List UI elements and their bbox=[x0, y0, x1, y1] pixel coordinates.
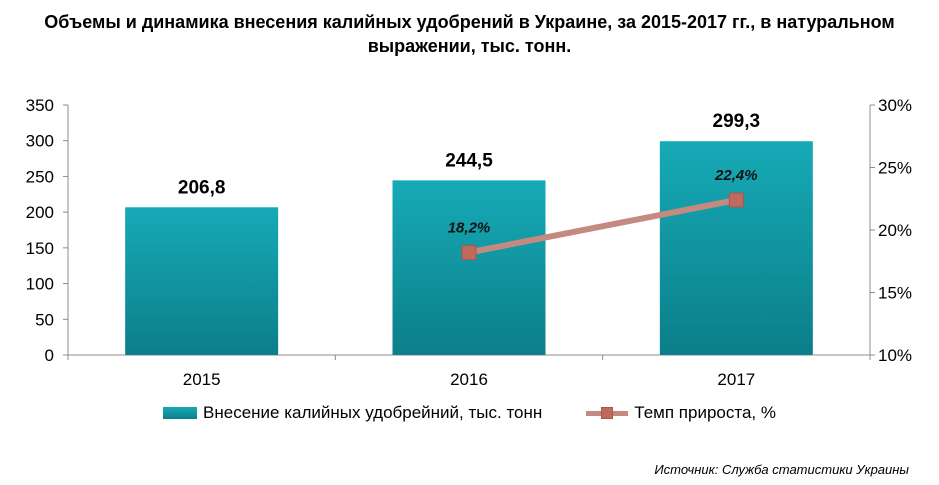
bar-2016 bbox=[392, 180, 546, 355]
y-right-tick-label: 30% bbox=[878, 96, 912, 115]
y-left-tick-label: 0 bbox=[45, 346, 54, 365]
x-tick-label: 2015 bbox=[183, 370, 221, 389]
y-right-tick-label: 10% bbox=[878, 346, 912, 365]
legend-line-label: Темп прироста, % bbox=[634, 403, 776, 422]
y-right-tick-label: 15% bbox=[878, 284, 912, 303]
x-tick-label: 2017 bbox=[717, 370, 755, 389]
bar-value-label: 244,5 bbox=[445, 150, 493, 171]
chart-title-line-2: выражении, тыс. тонн. bbox=[367, 36, 572, 56]
legend-item-bar: Внесение калийных удобрейний, тыс. тонн bbox=[163, 403, 542, 423]
bar-value-label: 299,3 bbox=[713, 111, 761, 132]
y-left-tick-label: 300 bbox=[26, 132, 54, 151]
growth-rate-marker bbox=[461, 245, 477, 260]
legend-bar-swatch bbox=[163, 407, 198, 419]
combo-chart: 0 50 100 150 200 250 300 350 10% 15% 20% 25% 30% 2015… bbox=[26, 96, 912, 389]
y-left-tick-label: 100 bbox=[26, 275, 54, 294]
bar-value-label: 206,8 bbox=[178, 177, 226, 198]
bar-2015 bbox=[125, 207, 279, 355]
y-left-tick-label: 150 bbox=[26, 239, 54, 258]
y-right-tick-label: 25% bbox=[878, 159, 912, 178]
chart-title: Объемы и динамика внесения калийных удоб… bbox=[0, 10, 939, 58]
source-note: Источник: Служба статистики Украины bbox=[654, 462, 909, 477]
growth-rate-label: 22,4% bbox=[714, 167, 758, 184]
x-tick-label: 2016 bbox=[450, 370, 488, 389]
y-left-tick-label: 350 bbox=[26, 96, 54, 115]
y-left-tick-label: 200 bbox=[26, 203, 54, 222]
bar-2017 bbox=[659, 141, 813, 355]
legend-line-swatch bbox=[586, 407, 629, 419]
y-left-tick-label: 250 bbox=[26, 167, 54, 186]
growth-rate-marker bbox=[728, 192, 744, 208]
growth-rate-label: 18,2% bbox=[448, 220, 491, 237]
chart-title-line-1: Объемы и динамика внесения калийных удоб… bbox=[44, 12, 895, 32]
y-right-tick-label: 20% bbox=[878, 221, 912, 240]
legend-bar-label: Внесение калийных удобрейний, тыс. тонн bbox=[203, 403, 543, 422]
legend-item-line: Темп прироста, % bbox=[586, 403, 776, 423]
growth-rate-line bbox=[468, 197, 737, 256]
chart-legend: Внесение калийных удобрейний, тыс. тонн … bbox=[0, 398, 939, 428]
y-left-tick-label: 50 bbox=[35, 310, 54, 329]
